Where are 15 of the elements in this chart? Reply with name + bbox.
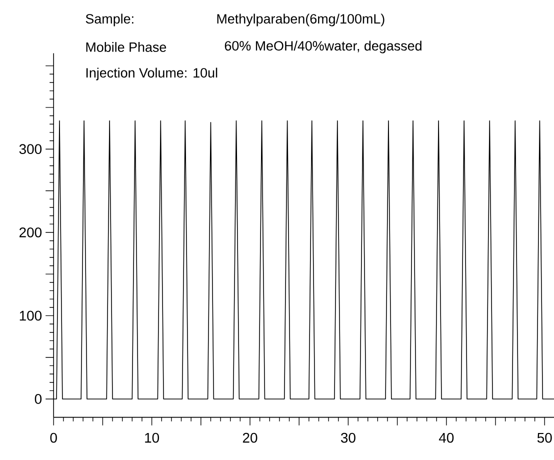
x-tick-label: 10: [145, 432, 160, 443]
x-tick-label: 40: [438, 432, 454, 443]
y-tick-label: 100: [20, 310, 42, 321]
annotation: Injection Volume: 10ul: [86, 68, 218, 80]
text: Methylparaben(6mg/100mL): [217, 14, 384, 26]
x-tick-label: 0: [50, 432, 57, 443]
y-tick-label: 300: [19, 144, 42, 154]
x-tick-label: 30: [340, 432, 356, 443]
x-tick-label: 20: [242, 432, 258, 443]
text: Sample:: [86, 14, 134, 26]
x-tick-label: 50: [537, 432, 552, 443]
text: Mobile Phase: [86, 42, 166, 52]
y-tick-label: 200: [20, 227, 42, 238]
y-tick-label: 0: [34, 394, 42, 404]
text: 60% MeOH/40%water, degassed: [224, 40, 422, 54]
